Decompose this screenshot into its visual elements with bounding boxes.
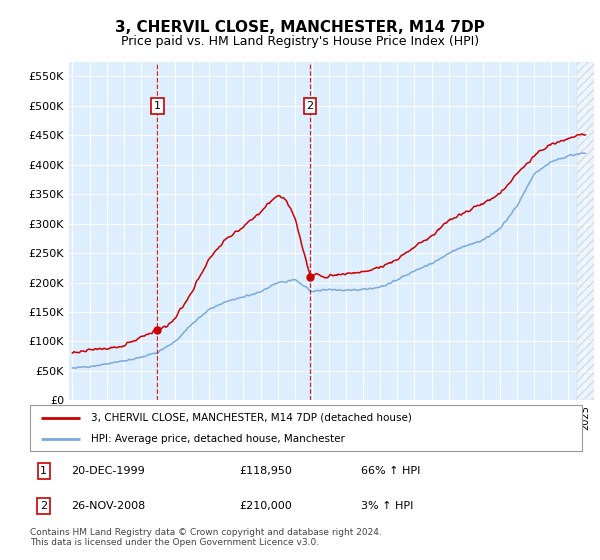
Text: £210,000: £210,000 <box>240 501 293 511</box>
Text: 66% ↑ HPI: 66% ↑ HPI <box>361 466 421 476</box>
Text: 1: 1 <box>40 466 47 476</box>
Text: 26-NOV-2008: 26-NOV-2008 <box>71 501 146 511</box>
Text: 2: 2 <box>307 101 314 111</box>
Text: 1: 1 <box>154 101 161 111</box>
Text: £118,950: £118,950 <box>240 466 293 476</box>
Text: Contains HM Land Registry data © Crown copyright and database right 2024.
This d: Contains HM Land Registry data © Crown c… <box>30 528 382 547</box>
Text: 20-DEC-1999: 20-DEC-1999 <box>71 466 145 476</box>
Text: 3, CHERVIL CLOSE, MANCHESTER, M14 7DP: 3, CHERVIL CLOSE, MANCHESTER, M14 7DP <box>115 20 485 35</box>
FancyBboxPatch shape <box>30 405 582 451</box>
Text: HPI: Average price, detached house, Manchester: HPI: Average price, detached house, Manc… <box>91 435 344 444</box>
Text: 3, CHERVIL CLOSE, MANCHESTER, M14 7DP (detached house): 3, CHERVIL CLOSE, MANCHESTER, M14 7DP (d… <box>91 413 412 423</box>
Text: 2: 2 <box>40 501 47 511</box>
Bar <box>577 62 600 400</box>
Text: 3% ↑ HPI: 3% ↑ HPI <box>361 501 413 511</box>
Text: Price paid vs. HM Land Registry's House Price Index (HPI): Price paid vs. HM Land Registry's House … <box>121 35 479 48</box>
